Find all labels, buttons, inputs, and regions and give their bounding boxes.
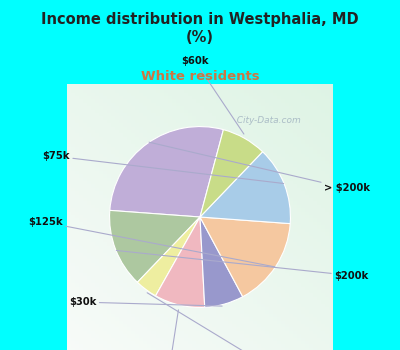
Text: $30k: $30k (69, 297, 222, 307)
Text: $20k: $20k (147, 293, 269, 350)
Text: $100k: $100k (153, 310, 188, 350)
Text: Income distribution in Westphalia, MD
(%): Income distribution in Westphalia, MD (%… (41, 12, 359, 45)
Wedge shape (200, 217, 243, 307)
Text: $125k: $125k (28, 217, 275, 267)
Wedge shape (200, 152, 290, 224)
Text: $75k: $75k (43, 151, 284, 183)
Wedge shape (200, 130, 262, 217)
Wedge shape (110, 127, 224, 217)
Wedge shape (200, 217, 290, 297)
Text: $60k: $60k (181, 56, 244, 134)
Text: White residents: White residents (141, 70, 259, 83)
Wedge shape (110, 210, 200, 282)
Wedge shape (156, 217, 205, 307)
Text: > $200k: > $200k (149, 142, 370, 193)
Wedge shape (138, 217, 200, 296)
Text: City-Data.com: City-Data.com (231, 116, 301, 125)
Text: $200k: $200k (116, 251, 368, 280)
